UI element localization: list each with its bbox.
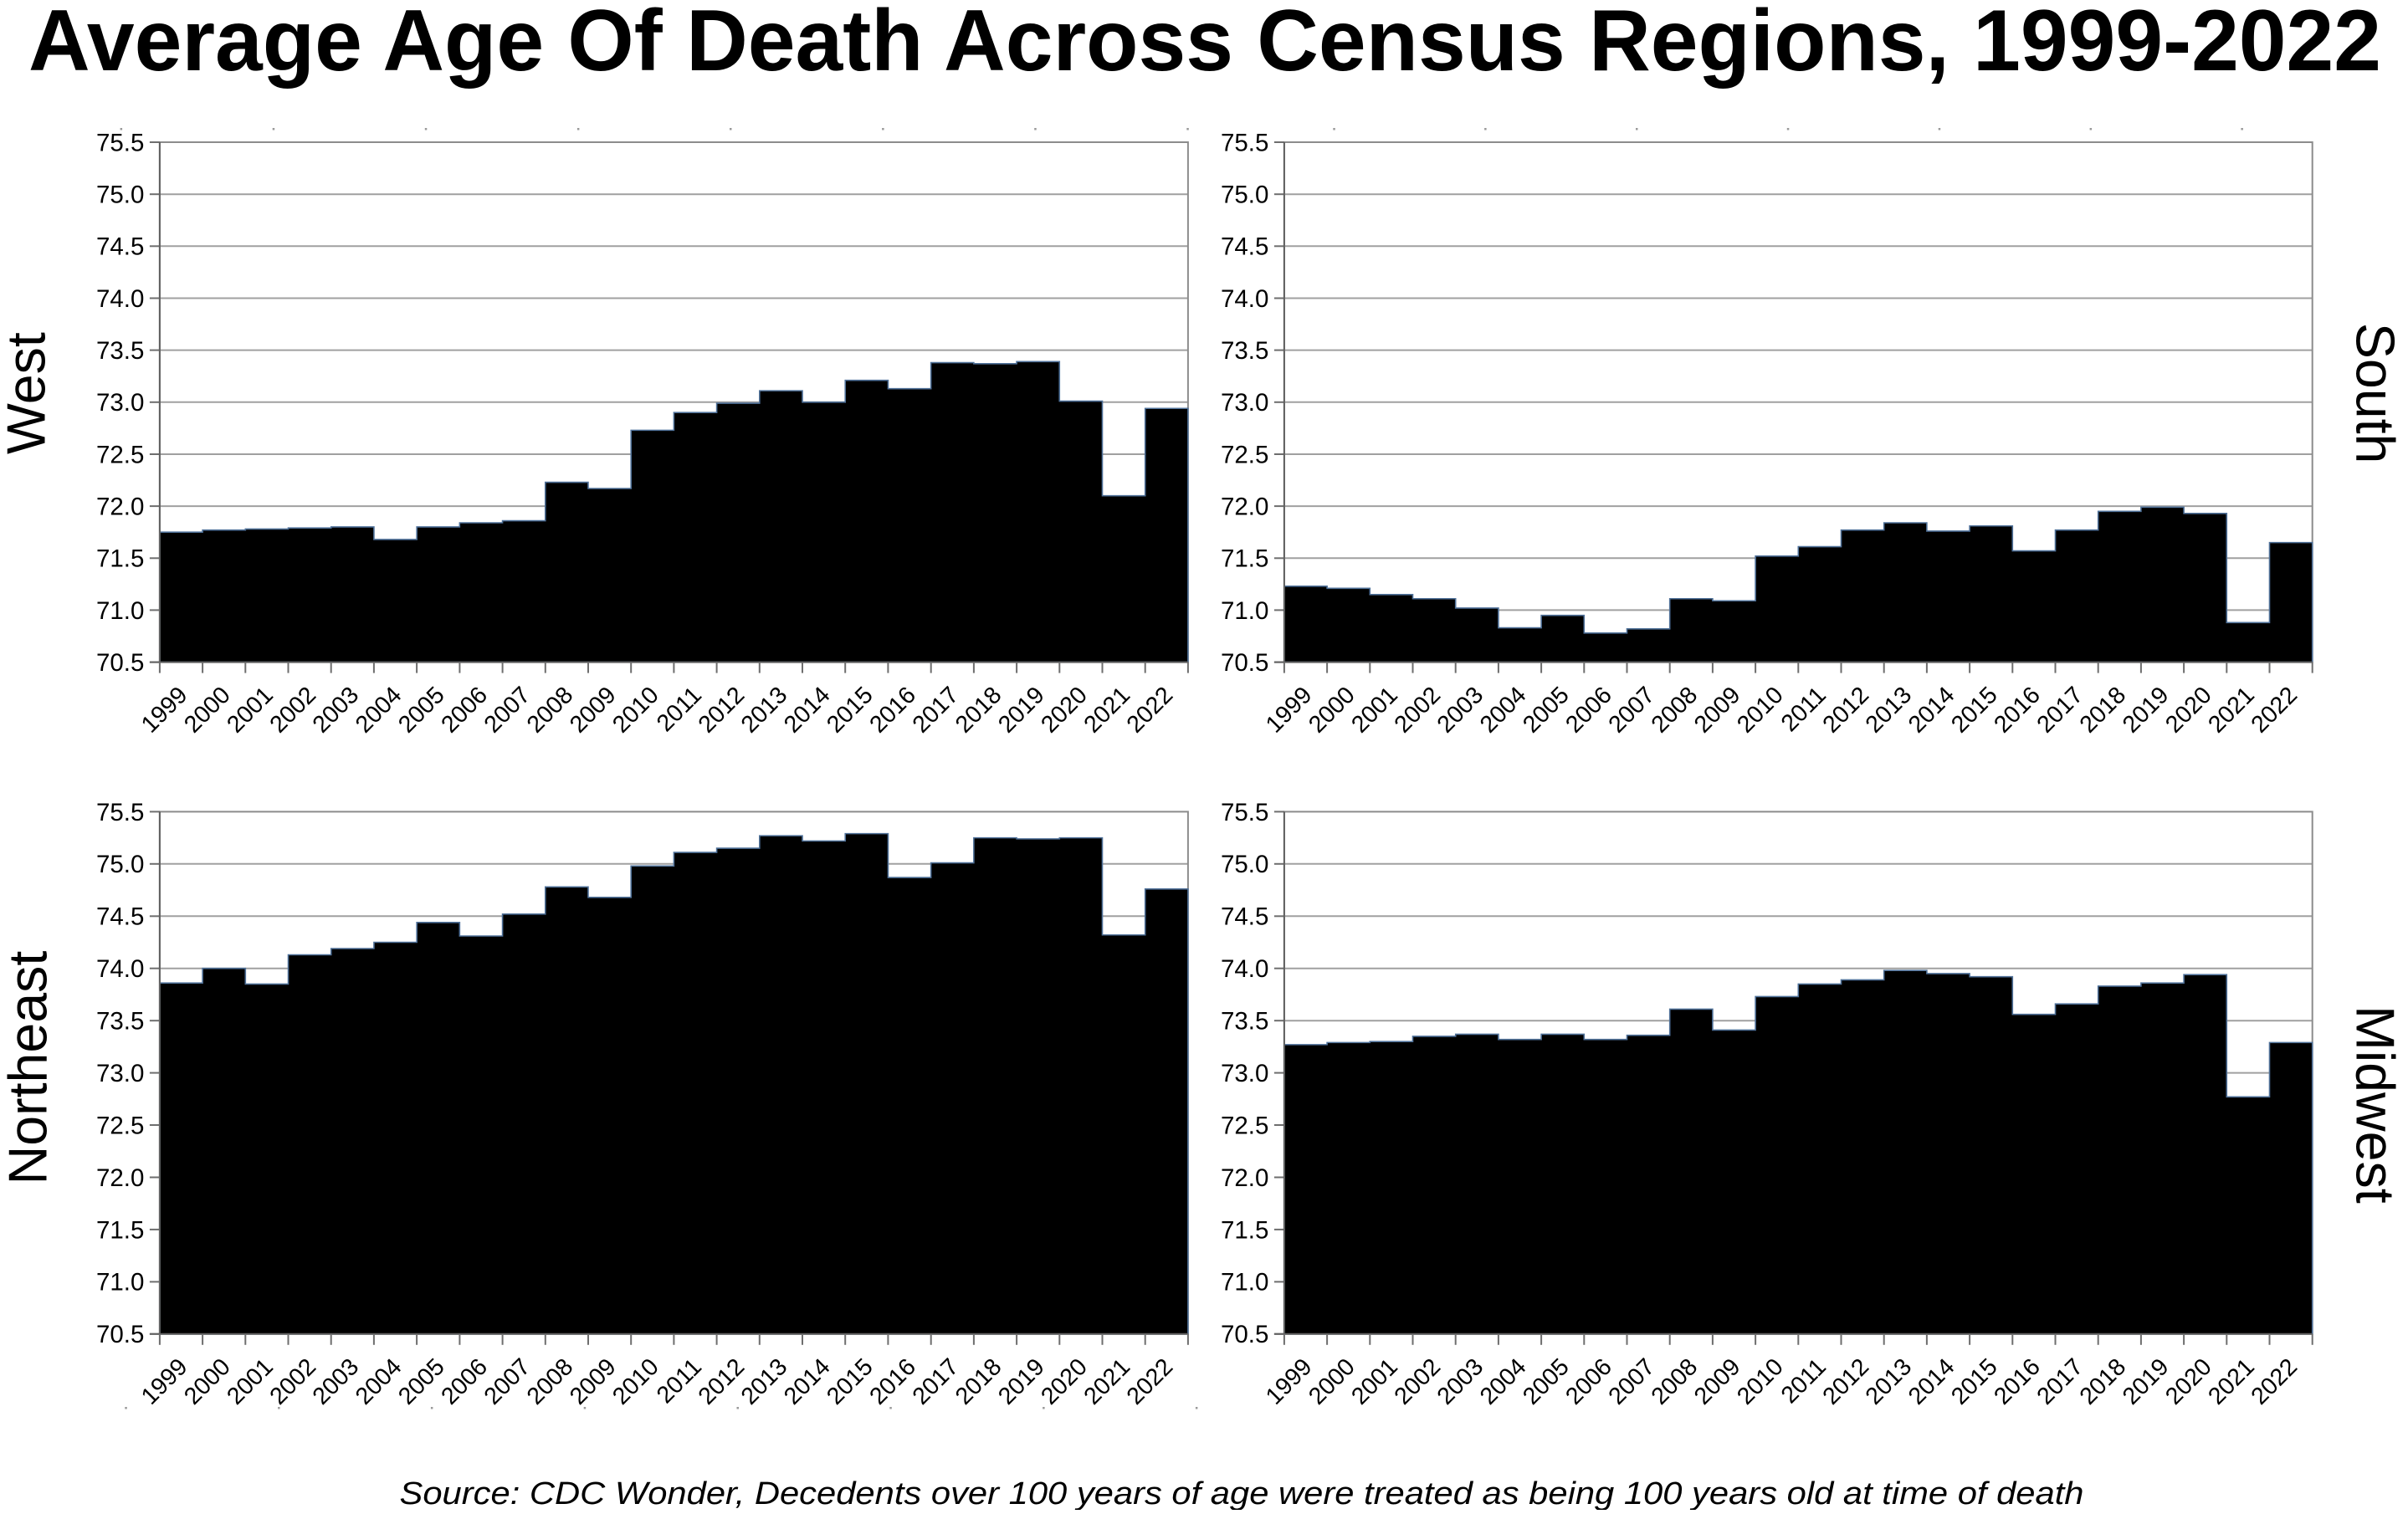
svg-text:73.5: 73.5 [96,1008,144,1036]
svg-text:72.0: 72.0 [96,1164,144,1192]
svg-text:72.5: 72.5 [96,441,144,468]
svg-text:75.5: 75.5 [1221,799,1268,826]
svg-text:72.5: 72.5 [1221,441,1268,468]
svg-text:72.0: 72.0 [1221,1164,1268,1192]
svg-text:71.0: 71.0 [1221,1269,1268,1297]
svg-text:75.0: 75.0 [96,851,144,878]
svg-text:75.0: 75.0 [96,182,144,209]
svg-text:75.0: 75.0 [1221,851,1268,878]
svg-text:72.5: 72.5 [1221,1112,1268,1139]
svg-text:73.5: 73.5 [96,337,144,365]
svg-text:73.0: 73.0 [1221,1060,1268,1087]
svg-text:74.0: 74.0 [96,285,144,313]
svg-text:71.0: 71.0 [1221,597,1268,625]
svg-text:74.5: 74.5 [1221,903,1268,931]
svg-text:74.0: 74.0 [1221,285,1268,313]
svg-text:72.5: 72.5 [96,1112,144,1139]
svg-text:73.0: 73.0 [96,1060,144,1087]
svg-text:74.0: 74.0 [96,955,144,983]
svg-text:70.5: 70.5 [96,1321,144,1348]
svg-text:75.0: 75.0 [1221,182,1268,209]
svg-text:74.5: 74.5 [96,233,144,261]
svg-text:75.5: 75.5 [96,129,144,156]
svg-text:71.0: 71.0 [96,1269,144,1297]
svg-text:Midwest: Midwest [2344,1005,2405,1204]
svg-text:74.5: 74.5 [1221,233,1268,261]
svg-text:Northeast: Northeast [0,951,59,1185]
svg-text:73.5: 73.5 [1221,337,1268,365]
svg-text:73.0: 73.0 [96,389,144,417]
svg-text:71.5: 71.5 [1221,1216,1268,1244]
svg-text:75.5: 75.5 [96,799,144,826]
svg-text:73.5: 73.5 [1221,1008,1268,1036]
svg-text:70.5: 70.5 [1221,1321,1268,1348]
svg-text:West: West [0,332,57,454]
svg-text:74.0: 74.0 [1221,955,1268,983]
svg-text:72.0: 72.0 [1221,494,1268,521]
svg-text:70.5: 70.5 [96,649,144,677]
svg-text:72.0: 72.0 [96,494,144,521]
svg-text:Average Age Of Death Across Ce: Average Age Of Death Across Census Regio… [28,0,2381,90]
svg-text:Source: CDC Wonder, Decedents: Source: CDC Wonder, Decedents over 100 y… [400,1476,2084,1510]
svg-text:74.5: 74.5 [96,903,144,931]
svg-text:70.5: 70.5 [1221,649,1268,677]
svg-text:71.5: 71.5 [1221,545,1268,573]
svg-text:71.5: 71.5 [96,1216,144,1244]
svg-text:71.0: 71.0 [96,597,144,625]
svg-text:75.5: 75.5 [1221,129,1268,156]
svg-text:South: South [2344,323,2405,464]
svg-text:71.5: 71.5 [96,545,144,573]
svg-text:73.0: 73.0 [1221,389,1268,417]
